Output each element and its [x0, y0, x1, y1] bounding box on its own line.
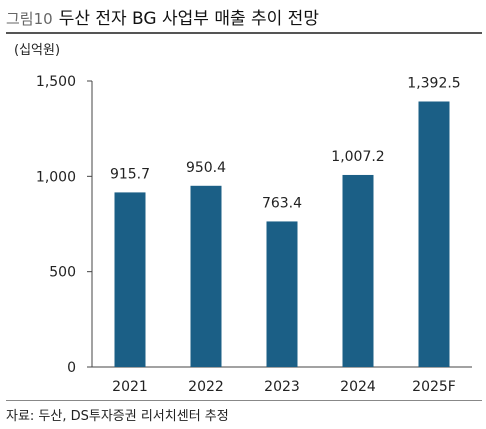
x-tick-label-2024: 2024 [340, 379, 376, 395]
title-rule [6, 32, 482, 34]
data-labels: 915.7 950.4 763.4 1,007.2 1,392.5 [110, 75, 461, 211]
figure-label: 그림10 [6, 10, 53, 28]
data-label-2021: 915.7 [110, 166, 150, 182]
data-label-2024: 1,007.2 [331, 149, 384, 165]
y-tick-label: 1,500 [36, 74, 76, 90]
data-label-2022: 950.4 [186, 160, 226, 176]
bars [114, 101, 450, 367]
figure-title: 그림10 두산 전자 BG 사업부 매출 추이 전망 [6, 4, 319, 29]
x-axis: 2021 2022 2023 2024 2025F [92, 366, 472, 395]
y-tick-label: 0 [67, 360, 76, 376]
y-tick-label: 500 [49, 265, 76, 281]
x-tick-label-2025F: 2025F [412, 379, 456, 395]
y-tick-label: 1,000 [36, 169, 76, 185]
bar-2022 [190, 185, 222, 367]
y-axis: 0 500 1,000 1,500 [36, 74, 93, 376]
unit-label: (십억원) [14, 43, 60, 58]
bar-2025F [418, 101, 450, 367]
data-label-2023: 763.4 [262, 195, 302, 211]
bar-2023 [266, 221, 298, 367]
bar-2024 [342, 174, 374, 367]
source-note: 자료: 두산, DS투자증권 리서치센터 추정 [6, 409, 229, 424]
data-label-2025F: 1,392.5 [407, 75, 460, 91]
source-rule [6, 400, 482, 401]
x-tick-label-2023: 2023 [264, 379, 300, 395]
x-tick-label-2021: 2021 [112, 379, 148, 395]
figure-title-text: 두산 전자 BG 사업부 매출 추이 전망 [58, 9, 319, 29]
x-tick-label-2022: 2022 [188, 379, 224, 395]
bar-2021 [114, 192, 146, 367]
